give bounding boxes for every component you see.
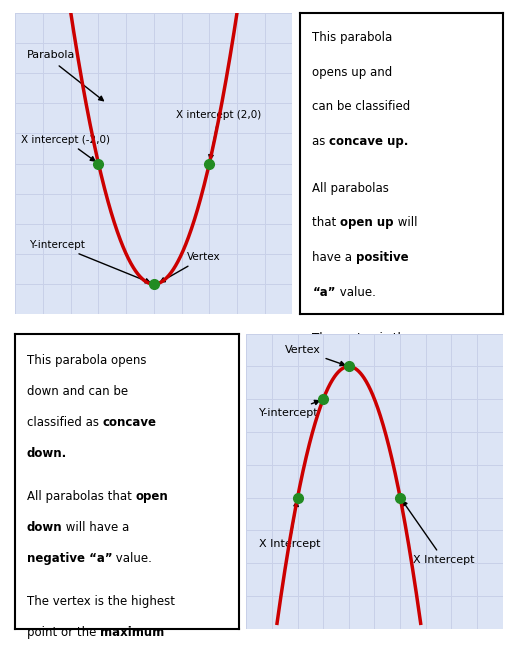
Text: down: down xyxy=(27,521,62,534)
Text: This parabola opens: This parabola opens xyxy=(27,354,146,367)
Text: open up: open up xyxy=(340,216,394,229)
Text: The vertex is the highest: The vertex is the highest xyxy=(27,595,174,608)
Text: point or the: point or the xyxy=(27,625,100,639)
Text: The vertex is the: The vertex is the xyxy=(312,332,412,345)
Text: All parabolas: All parabolas xyxy=(312,181,389,194)
Text: value.: value. xyxy=(336,286,376,299)
Text: Y-intercept: Y-intercept xyxy=(259,400,319,417)
Text: classified as: classified as xyxy=(27,416,102,429)
Text: “a”: “a” xyxy=(312,286,336,299)
Text: maximum: maximum xyxy=(100,625,164,639)
Text: Y-intercept: Y-intercept xyxy=(29,240,150,283)
Text: concave up.: concave up. xyxy=(329,135,409,148)
Text: X Intercept: X Intercept xyxy=(403,501,475,565)
Text: X intercept (2,0): X intercept (2,0) xyxy=(176,110,261,159)
Text: will: will xyxy=(394,216,417,229)
Text: down.: down. xyxy=(27,447,67,460)
Text: the: the xyxy=(312,402,336,415)
Text: down and can be: down and can be xyxy=(27,386,128,399)
Text: Parabola: Parabola xyxy=(27,50,75,60)
Text: have a: have a xyxy=(312,251,356,264)
Text: lowest point or: lowest point or xyxy=(312,367,400,380)
Text: X intercept (-2,0): X intercept (-2,0) xyxy=(21,135,110,161)
Text: X Intercept: X Intercept xyxy=(259,502,321,549)
Text: negative “a”: negative “a” xyxy=(27,552,112,565)
Text: positive: positive xyxy=(356,251,409,264)
Text: Vertex: Vertex xyxy=(285,345,345,365)
Text: as: as xyxy=(312,135,329,148)
Text: value.: value. xyxy=(112,552,152,565)
Text: concave: concave xyxy=(102,416,156,429)
Text: that: that xyxy=(312,216,340,229)
Text: point.: point. xyxy=(312,436,351,449)
Text: Vertex: Vertex xyxy=(161,252,221,282)
Text: This parabola: This parabola xyxy=(312,31,392,44)
Text: open: open xyxy=(135,490,168,503)
Text: minimum: minimum xyxy=(336,402,397,415)
Text: can be classified: can be classified xyxy=(312,100,410,113)
Text: All parabolas that: All parabolas that xyxy=(27,490,135,503)
Text: opens up and: opens up and xyxy=(312,65,392,78)
Text: will have a: will have a xyxy=(62,521,129,534)
